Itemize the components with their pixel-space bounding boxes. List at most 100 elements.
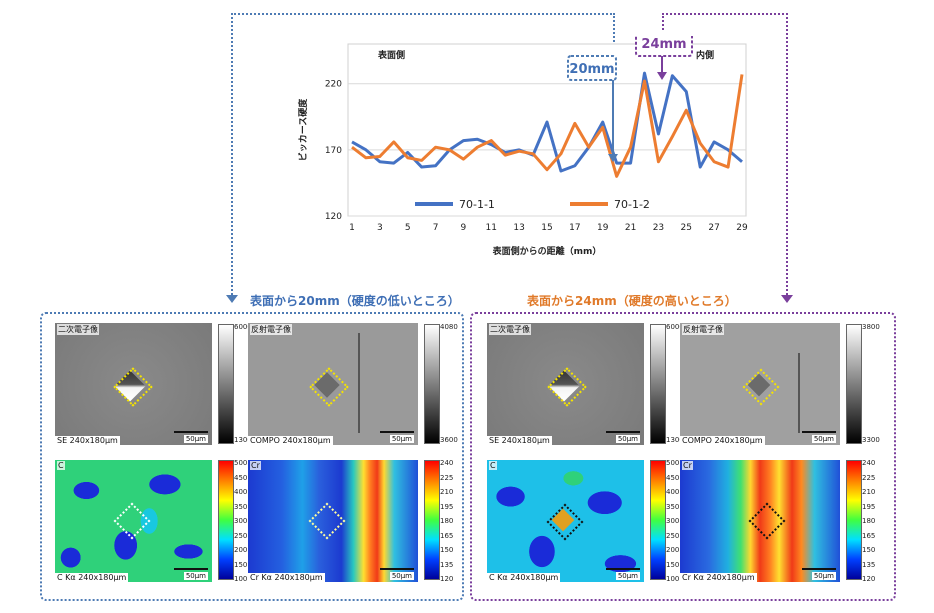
tick: 200 — [234, 546, 248, 554]
x-tick-label: 19 — [597, 223, 609, 233]
scale-line — [380, 431, 414, 433]
se-title: 二次電子像 — [489, 324, 531, 335]
y-tick-label: 170 — [325, 146, 342, 156]
tick: 350 — [666, 502, 680, 511]
indent-outline — [308, 502, 346, 540]
tick: 250 — [234, 531, 248, 540]
tick: 240 — [862, 459, 876, 467]
indent-outline — [742, 368, 780, 406]
indent-outline — [113, 367, 153, 407]
cbar-top: 3800 — [862, 323, 880, 331]
tick: 165 — [862, 531, 876, 540]
x-tick-label: 17 — [569, 223, 580, 233]
tick: 195 — [440, 502, 454, 511]
annotation-inner-side: 内側 — [696, 49, 714, 61]
dark-streak — [798, 353, 800, 433]
left-bse-colorbar — [424, 324, 440, 444]
indent-outline — [113, 502, 151, 540]
purple-arrowhead — [781, 295, 793, 303]
tick: 225 — [862, 473, 876, 482]
left-bse-image: 反射電子像 COMPO 240x180μm 50μm — [248, 323, 418, 445]
tick: 120 — [440, 575, 454, 583]
left-panel-frame — [40, 312, 464, 601]
x-tick-label: 1 — [349, 223, 355, 233]
dark-streak — [358, 333, 360, 433]
x-tick-label: 27 — [708, 223, 719, 233]
y-axis-title: ビッカース硬度 — [297, 98, 309, 162]
series-line-70-1-1 — [351, 71, 743, 173]
cbar-top: 6000 — [666, 323, 684, 331]
tick: 300 — [234, 517, 248, 525]
x-tick-label: 25 — [681, 223, 692, 233]
legend-label: 70-1-1 — [459, 198, 495, 211]
scale-line — [174, 568, 208, 570]
tick: 195 — [862, 502, 876, 511]
left-c-colorbar — [218, 460, 234, 580]
right-panel-frame — [470, 312, 896, 601]
indent-outline — [546, 503, 584, 541]
scale-label: 50μm — [615, 572, 640, 580]
bse-caption: COMPO 240x180μm — [680, 436, 765, 445]
scale-line — [802, 568, 836, 570]
x-tick-label: 13 — [513, 223, 524, 233]
left-se-image: 二次電子像 SE 240x180μm 50μm — [55, 323, 212, 445]
scale-label: 50μm — [183, 435, 208, 443]
scale-line — [606, 568, 640, 570]
right-cr-map: Cr Cr Kα 240x180μm 50μm — [680, 460, 840, 582]
se-caption: SE 240x180μm — [487, 436, 552, 445]
tick: 180 — [440, 517, 454, 525]
tick: 450 — [666, 473, 680, 482]
cr-title: Cr — [682, 461, 693, 470]
left-panel-heading: 表面から20mm（硬度の低いところ） — [250, 294, 460, 308]
x-tick-label: 9 — [461, 223, 467, 233]
bse-caption: COMPO 240x180μm — [248, 436, 333, 445]
cr-title: Cr — [250, 461, 261, 470]
x-tick-label: 29 — [736, 223, 748, 233]
tick: 210 — [440, 488, 454, 496]
cbar-bottom: 3300 — [862, 436, 880, 444]
tick: 500 — [234, 459, 248, 467]
tick: 500 — [666, 459, 680, 467]
right-c-map: C C Kα 240x180μm 50μm — [487, 460, 644, 582]
x-tick-label: 3 — [377, 223, 383, 233]
right-c-cbar-ticks: 500 450 400 350 300 250 200 150 100 — [666, 456, 679, 587]
bse-title: 反射電子像 — [682, 324, 724, 335]
x-tick-label: 5 — [405, 223, 411, 233]
cr-caption: Cr Kα 240x180μm — [680, 573, 757, 582]
x-tick-label: 21 — [625, 223, 636, 233]
tick: 100 — [234, 575, 248, 583]
indent-outline — [309, 367, 349, 407]
tick: 225 — [440, 473, 454, 482]
tick: 210 — [862, 488, 876, 496]
scale-label: 50μm — [389, 572, 414, 580]
y-tick-label: 220 — [325, 80, 342, 90]
c-caption: C Kα 240x180μm — [55, 573, 129, 582]
scale-label: 50μm — [183, 572, 208, 580]
right-cr-colorbar — [846, 460, 862, 580]
blue-connector-right — [613, 13, 615, 53]
tick: 200 — [666, 546, 680, 554]
scale-line — [606, 431, 640, 433]
legend-label: 70-1-2 — [614, 198, 650, 211]
left-cr-cbar-ticks: 240 225 210 195 180 165 150 135 120 — [440, 456, 453, 587]
cbar-bottom: 3600 — [440, 436, 458, 444]
tick: 300 — [666, 517, 680, 525]
tick: 350 — [234, 502, 248, 511]
indent-outline — [547, 367, 587, 407]
c-title: C — [489, 461, 497, 470]
tick: 150 — [234, 560, 248, 569]
y-tick-label: 120 — [325, 212, 342, 222]
indent-outline — [748, 502, 786, 540]
cbar-bottom: 1300 — [234, 436, 252, 444]
tick: 400 — [666, 488, 680, 496]
purple-connector-left — [662, 13, 664, 30]
scale-line — [174, 431, 208, 433]
x-tick-label: 15 — [541, 223, 552, 233]
right-cr-cbar-ticks: 240 225 210 195 180 165 150 135 120 — [862, 456, 875, 587]
x-tick-label: 11 — [486, 223, 497, 233]
20mm-callout-box — [567, 55, 617, 81]
tick: 165 — [440, 531, 454, 540]
tick: 450 — [234, 473, 248, 482]
left-cr-colorbar — [424, 460, 440, 580]
